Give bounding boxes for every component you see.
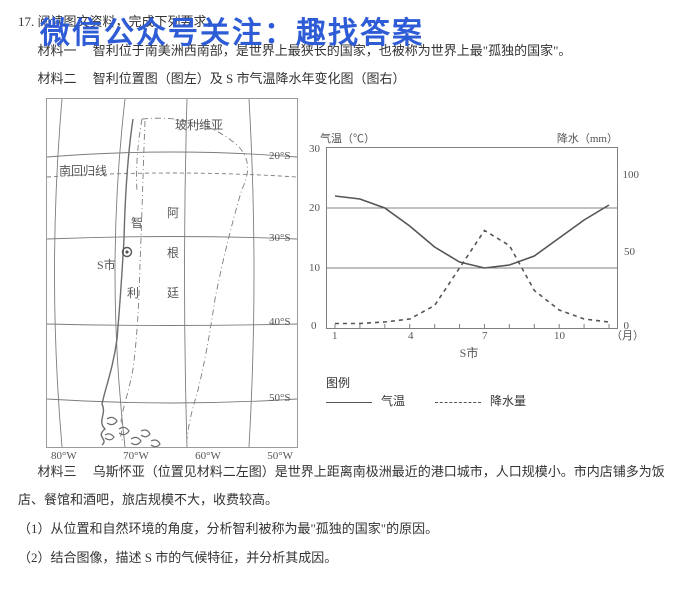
tropic-label: 南回归线	[59, 163, 107, 178]
question-head-line: 17. 阅读图文资料，完成下列要求。	[18, 8, 682, 37]
temp-tick-0: 0	[311, 321, 317, 332]
mon-4: 4	[408, 331, 414, 342]
label-chi-a: 智	[131, 215, 143, 230]
question-head: 阅读图文资料，完成下列要求。	[38, 14, 220, 29]
chile-map: 南回归线 玻利维亚 阿 根 廷 智 利 S市 20°S 30°S 40°S 50…	[46, 98, 298, 448]
legend-temp-label: 气温	[381, 394, 405, 408]
legend: 图例 气温 降水量	[326, 377, 624, 407]
climate-chart: 气温（℃） 降水（mm） 0 10 20 30 0 50 100 1 4 7 1…	[314, 134, 624, 407]
precip-axis-label: 降水（mm）	[557, 134, 618, 145]
material-2: 材料二 智利位置图（图左）及 S 市气温降水年变化图（图右）	[18, 65, 682, 94]
mon-1: 1	[332, 331, 338, 342]
temp-tick-30: 30	[309, 144, 320, 155]
prec-tick-50: 50	[624, 247, 635, 258]
material-3-label: 材料三	[38, 464, 77, 479]
material-2-body: 智利位置图（图左）及 S 市气温降水年变化图（图右）	[93, 71, 406, 86]
question-number: 17.	[18, 14, 34, 29]
material-1: 材料一 智利位于南美洲西南部，是世界上最狭长的国家，也被称为世界上最"孤独的国家…	[18, 37, 682, 66]
legend-title: 图例	[326, 377, 624, 389]
sub-question-2: （2）结合图像，描述 S 市的气候特征，并分析其成因。	[18, 544, 682, 573]
temp-tick-10: 10	[309, 263, 320, 274]
solid-line-icon	[326, 402, 372, 403]
dashed-line-icon	[435, 402, 481, 403]
lon-70w: 70°W	[123, 451, 149, 462]
label-s-city: S市	[97, 257, 116, 272]
label-bolivia: 玻利维亚	[175, 118, 223, 132]
temp-tick-20: 20	[309, 203, 320, 214]
lat-40s: 40°S	[269, 316, 291, 328]
sub-question-1: （1）从位置和自然环境的角度，分析智利被称为最"孤独的国家"的原因。	[18, 515, 682, 544]
label-chi-b: 利	[127, 286, 139, 300]
lon-60w: 60°W	[195, 451, 221, 462]
lat-50s: 50°S	[269, 392, 291, 404]
chart-caption: S市	[314, 347, 624, 359]
material-3: 材料三 乌斯怀亚（位置见材料二左图）是世界上距离南极洲最近的港口城市，人口规模小…	[18, 458, 682, 515]
mon-7: 7	[482, 331, 488, 342]
label-arg-a: 阿	[167, 206, 179, 220]
lat-30s: 30°S	[269, 232, 291, 244]
mon-10: 10	[554, 331, 565, 342]
lon-80w: 80°W	[51, 451, 77, 462]
lon-50w: 50°W	[267, 451, 293, 462]
exam-page: 17. 阅读图文资料，完成下列要求。 材料一 智利位于南美洲西南部，是世界上最狭…	[0, 0, 700, 572]
figure-row: 南回归线 玻利维亚 阿 根 廷 智 利 S市 20°S 30°S 40°S 50…	[46, 98, 682, 448]
label-arg-c: 廷	[167, 286, 179, 300]
material-1-label: 材料一	[38, 43, 77, 58]
legend-temp: 气温	[326, 395, 405, 407]
material-1-body: 智利位于南美洲西南部，是世界上最狭长的国家，也被称为世界上最"孤独的国家"。	[93, 43, 572, 58]
temp-axis-label: 气温（℃）	[320, 134, 375, 145]
lat-20s: 20°S	[269, 150, 291, 162]
material-2-label: 材料二	[38, 71, 77, 86]
material-3-body: 乌斯怀亚（位置见材料二左图）是世界上距离南极洲最近的港口城市，人口规模小。市内店…	[18, 464, 665, 508]
month-unit: （月）	[611, 331, 644, 342]
legend-precip: 降水量	[435, 395, 526, 407]
prec-tick-100: 100	[623, 170, 640, 181]
label-arg-b: 根	[167, 246, 179, 260]
legend-precip-label: 降水量	[490, 394, 526, 408]
